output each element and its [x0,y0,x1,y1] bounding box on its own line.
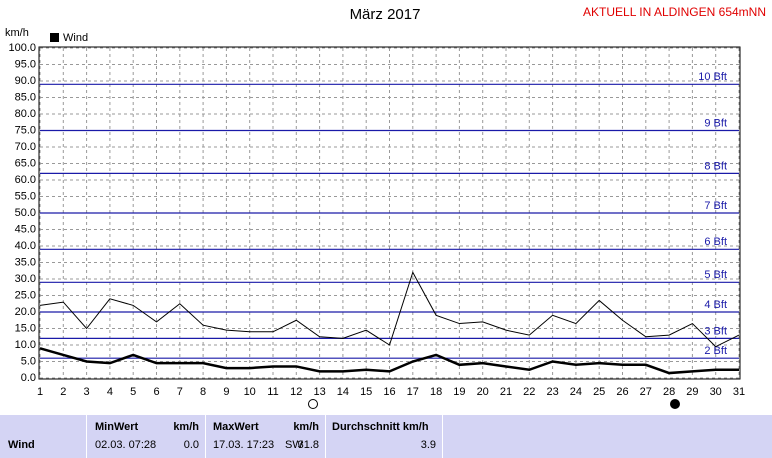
value: 0.0 [183,439,199,451]
table-cell: MinWert km/h 02.03. 07:28 0.0 [86,415,205,458]
moon-icon [308,399,318,409]
beaufort-label: 5 Bft [704,269,727,281]
value: 31.8 [297,439,319,451]
x-tick-label: 30 [710,386,722,398]
beaufort-label: 2 Bft [704,345,727,357]
x-tick-label: 11 [267,386,278,398]
x-tick-label: 3 [84,386,90,398]
y-tick-label: 0.0 [21,372,36,384]
x-tick-label: 16 [383,386,395,398]
x-tick-label: 4 [107,386,113,398]
y-tick-label: 100.0 [8,42,36,54]
series-line [39,347,739,375]
x-tick-label: 9 [223,386,229,398]
row-label: Wind [8,439,35,451]
y-tick-label: 75.0 [15,124,36,136]
y-tick-label: 25.0 [15,289,36,301]
y-tick-label: 65.0 [15,157,36,169]
x-tick-label: 18 [430,386,442,398]
y-tick-label: 30.0 [15,273,36,285]
x-tick-label: 24 [570,386,582,398]
y-tick-label: 10.0 [15,339,36,351]
beaufort-label: 9 Bft [704,117,727,129]
y-tick-label: 50.0 [15,207,36,219]
direction: SW [285,439,303,451]
x-tick-label: 17 [407,386,419,398]
y-axis-label: km/h [5,27,29,39]
x-tick-label: 12 [290,386,302,398]
x-tick-label: 27 [640,386,652,398]
table-cell: Durchschnitt km/h 3.9 [325,415,443,458]
y-tick-label: 90.0 [15,75,36,87]
chart: März 2017 AKTUELL IN ALDINGEN 654mNN km/… [5,5,766,409]
x-tick-label: 10 [244,386,256,398]
time: 02.03. 07:28 [95,439,157,451]
x-tick-label: 31 [733,386,745,398]
series-line [39,271,740,348]
x-tick-label: 19 [453,386,465,398]
table-cell: MaxWert km/h 17.03. 17:23 SW 31.8 [205,415,325,458]
y-tick-label: 55.0 [15,190,36,202]
beaufort-label: 8 Bft [704,160,727,172]
x-tick-label: 14 [337,386,349,398]
x-tick-label: 23 [546,386,558,398]
beaufort-label: 3 Bft [704,325,727,337]
y-tick-label: 20.0 [15,306,36,318]
moon-icon [670,399,680,409]
y-tick-label: 80.0 [15,108,36,120]
header: MaxWert [213,421,259,433]
y-tick-label: 15.0 [15,322,36,334]
beaufort-label: 4 Bft [704,299,727,311]
x-tick-label: 8 [200,386,206,398]
x-tick-label: 25 [593,386,605,398]
header: MinWert [95,421,139,433]
chart-subtitle: AKTUELL IN ALDINGEN 654mNN [583,5,766,19]
x-tick-label: 29 [686,386,698,398]
x-tick-label: 15 [360,386,372,398]
x-tick-label: 28 [663,386,675,398]
x-tick-label: 20 [477,386,489,398]
header: Durchschnitt km/h [332,421,429,433]
x-tick-label: 26 [616,386,628,398]
x-tick-label: 2 [60,386,66,398]
legend-swatch [50,33,59,42]
time: 17.03. 17:23 [213,439,275,451]
x-tick-label: 1 [37,386,43,398]
value: 3.9 [420,439,436,451]
chart-title: März 2017 [350,6,421,23]
y-tick-label: 35.0 [15,256,36,268]
x-tick-label: 5 [130,386,136,398]
beaufort-label: 7 Bft [704,200,727,212]
y-tick-label: 45.0 [15,223,36,235]
beaufort-label: 10 Bft [698,71,727,83]
beaufort-label: 6 Bft [704,236,727,248]
x-tick-label: 13 [313,386,325,398]
x-tick-label: 6 [153,386,159,398]
unit: km/h [173,421,199,433]
stats-table: Wind MinWert km/h 02.03. 07:28 0.0 MaxWe… [0,415,772,458]
y-tick-label: 40.0 [15,240,36,252]
x-tick-label: 22 [523,386,535,398]
y-tick-label: 5.0 [21,355,36,367]
legend-label: Wind [63,32,88,44]
y-tick-label: 70.0 [15,141,36,153]
y-tick-label: 95.0 [15,58,36,70]
unit: km/h [293,421,319,433]
x-tick-label: 21 [500,386,512,398]
y-tick-label: 85.0 [15,91,36,103]
x-tick-label: 7 [177,386,183,398]
y-tick-label: 60.0 [15,174,36,186]
